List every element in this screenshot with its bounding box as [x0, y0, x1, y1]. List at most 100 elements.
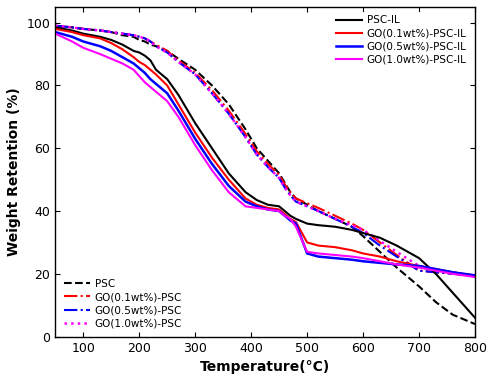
GO(0.5wt%)-PSC-IL [52, 30, 58, 34]
Line: GO(1.0wt%)-PSC-IL: GO(1.0wt%)-PSC-IL [55, 34, 475, 277]
GO(0.1wt%)-PSC-IL [153, 72, 159, 77]
GO(0.1wt%)-PSC [315, 206, 321, 210]
PSC-IL [315, 223, 321, 227]
GO(0.5wt%)-PSC-IL [142, 70, 148, 75]
GO(1.0wt%)-PSC [136, 35, 142, 39]
PSC [136, 38, 142, 42]
GO(0.5wt%)-PSC [243, 135, 248, 139]
GO(0.1wt%)-PSC-IL [265, 206, 271, 210]
GO(0.1wt%)-PSC [164, 49, 170, 53]
GO(1.0wt%)-PSC-IL [276, 209, 282, 213]
GO(1.0wt%)-PSC-IL [315, 251, 321, 256]
GO(0.5wt%)-PSC-IL [416, 264, 422, 268]
GO(0.1wt%)-PSC-IL [450, 270, 455, 275]
GO(0.5wt%)-PSC-IL [153, 82, 159, 86]
GO(0.5wt%)-PSC-IL [69, 35, 75, 39]
PSC-IL [265, 202, 271, 207]
PSC-IL [254, 198, 260, 202]
GO(1.0wt%)-PSC [254, 152, 260, 157]
PSC [120, 33, 125, 37]
GO(1.0wt%)-PSC-IL [288, 217, 293, 221]
Y-axis label: Weight Retention (%): Weight Retention (%) [7, 87, 21, 256]
PSC-IL [377, 235, 383, 240]
GO(0.5wt%)-PSC [147, 39, 153, 44]
GO(1.0wt%)-PSC-IL [282, 213, 288, 218]
GO(1.0wt%)-PSC [472, 275, 478, 279]
GO(0.1wt%)-PSC [192, 70, 198, 75]
GO(0.1wt%)-PSC [153, 42, 159, 47]
GO(0.1wt%)-PSC-IL [332, 245, 338, 250]
GO(0.5wt%)-PSC [288, 193, 293, 198]
GO(1.0wt%)-PSC [293, 199, 299, 204]
GO(1.0wt%)-PSC [120, 31, 125, 36]
GO(0.1wt%)-PSC-IL [288, 217, 293, 221]
GO(1.0wt%)-PSC [142, 36, 148, 41]
GO(0.5wt%)-PSC [304, 204, 310, 209]
GO(0.5wt%)-PSC [254, 152, 260, 157]
PSC [450, 312, 455, 317]
GO(1.0wt%)-PSC [153, 44, 159, 48]
GO(0.1wt%)-PSC [472, 273, 478, 278]
GO(0.1wt%)-PSC-IL [136, 59, 142, 64]
PSC [394, 265, 400, 270]
GO(1.0wt%)-PSC [192, 72, 198, 77]
GO(0.5wt%)-PSC [315, 209, 321, 213]
GO(0.1wt%)-PSC-IL [142, 63, 148, 67]
GO(0.1wt%)-PSC [377, 240, 383, 245]
Line: GO(0.1wt%)-PSC: GO(0.1wt%)-PSC [55, 26, 475, 275]
GO(1.0wt%)-PSC-IL [108, 56, 114, 61]
GO(0.1wt%)-PSC [120, 31, 125, 36]
GO(0.5wt%)-PSC-IL [450, 270, 455, 275]
PSC-IL [209, 146, 215, 150]
GO(0.5wt%)-PSC-IL [192, 136, 198, 141]
GO(1.0wt%)-PSC-IL [209, 168, 215, 173]
GO(1.0wt%)-PSC [164, 50, 170, 55]
GO(0.5wt%)-PSC [282, 185, 288, 190]
GO(0.5wt%)-PSC-IL [377, 261, 383, 265]
GO(0.5wt%)-PSC [349, 224, 355, 229]
GO(1.0wt%)-PSC-IL [69, 39, 75, 44]
GO(0.1wt%)-PSC [209, 88, 215, 93]
PSC [433, 300, 439, 304]
PSC-IL [360, 231, 366, 235]
GO(1.0wt%)-PSC-IL [360, 256, 366, 261]
GO(0.5wt%)-PSC [153, 44, 159, 48]
GO(0.5wt%)-PSC [52, 24, 58, 28]
GO(1.0wt%)-PSC [394, 250, 400, 254]
GO(1.0wt%)-PSC [243, 135, 248, 139]
GO(1.0wt%)-PSC [108, 30, 114, 34]
PSC-IL [80, 31, 86, 36]
PSC-IL [416, 256, 422, 261]
GO(0.5wt%)-PSC [192, 72, 198, 77]
PSC-IL [433, 272, 439, 276]
PSC [377, 250, 383, 254]
GO(0.5wt%)-PSC-IL [80, 39, 86, 44]
GO(0.1wt%)-PSC [130, 33, 136, 37]
GO(0.5wt%)-PSC-IL [175, 108, 181, 113]
GO(0.1wt%)-PSC-IL [293, 220, 299, 224]
PSC [332, 217, 338, 221]
GO(0.5wt%)-PSC [416, 268, 422, 273]
GO(0.5wt%)-PSC-IL [254, 204, 260, 209]
GO(1.0wt%)-PSC [147, 39, 153, 44]
GO(0.1wt%)-PSC [433, 270, 439, 275]
GO(0.5wt%)-PSC-IL [108, 49, 114, 53]
GO(0.1wt%)-PSC-IL [472, 273, 478, 278]
PSC [142, 39, 148, 44]
GO(0.5wt%)-PSC-IL [472, 273, 478, 278]
GO(1.0wt%)-PSC-IL [164, 99, 170, 103]
GO(0.1wt%)-PSC [142, 36, 148, 41]
GO(0.1wt%)-PSC [450, 272, 455, 276]
GO(0.1wt%)-PSC [293, 196, 299, 201]
GO(0.1wt%)-PSC-IL [254, 202, 260, 207]
GO(0.5wt%)-PSC [136, 35, 142, 39]
GO(1.0wt%)-PSC-IL [254, 206, 260, 210]
GO(0.5wt%)-PSC [130, 33, 136, 37]
GO(1.0wt%)-PSC-IL [120, 61, 125, 66]
GO(0.1wt%)-PSC-IL [147, 67, 153, 72]
PSC [416, 284, 422, 289]
GO(0.5wt%)-PSC-IL [360, 259, 366, 264]
GO(1.0wt%)-PSC [69, 25, 75, 30]
PSC [52, 24, 58, 28]
PSC [209, 83, 215, 88]
